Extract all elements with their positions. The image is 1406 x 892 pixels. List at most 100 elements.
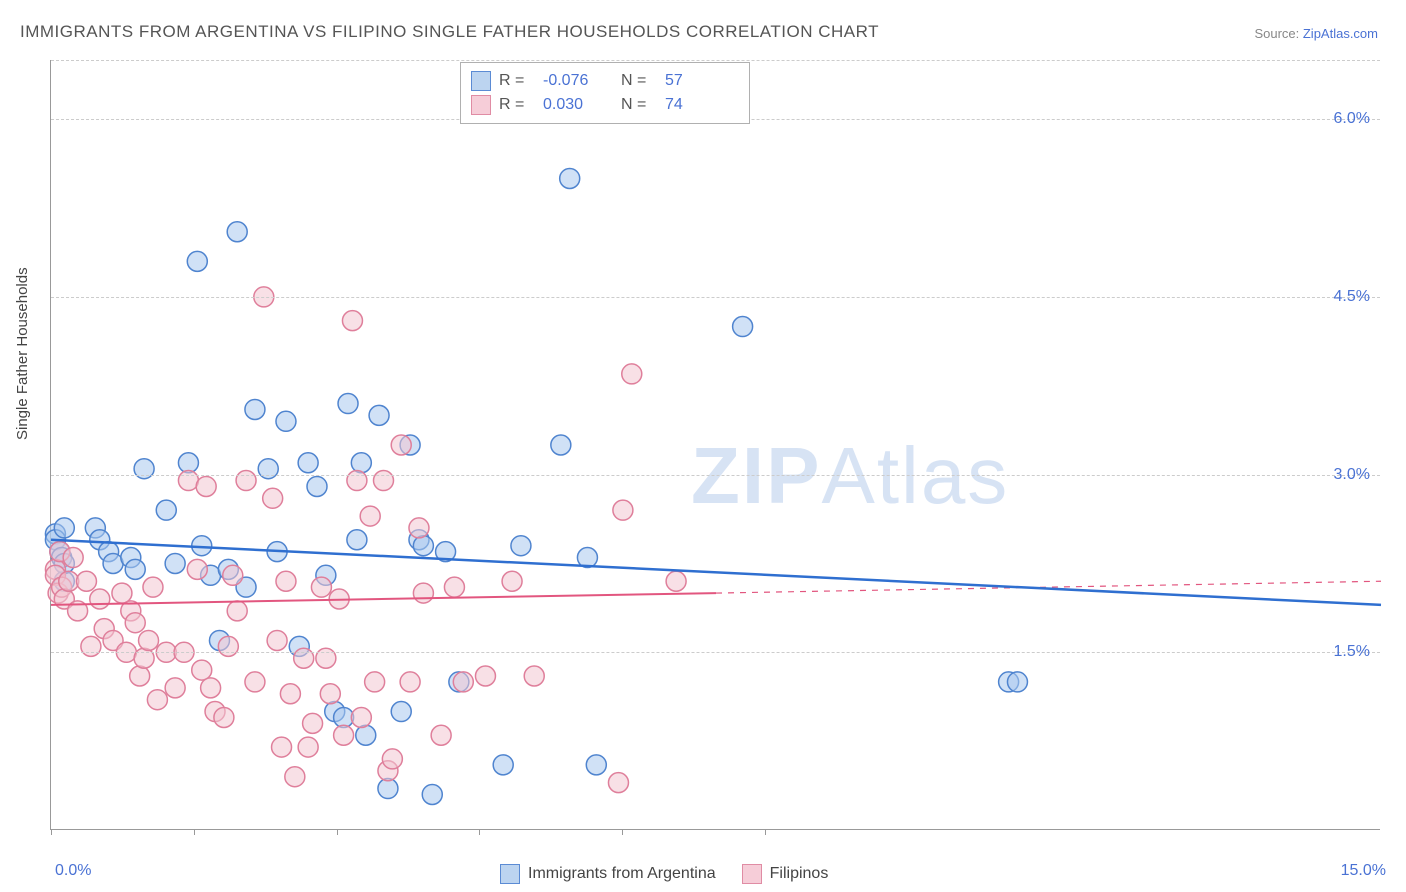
gridline bbox=[51, 60, 1380, 61]
legend-series-item: Immigrants from Argentina bbox=[500, 864, 716, 884]
data-point bbox=[125, 559, 145, 579]
y-tick-label: 6.0% bbox=[1334, 110, 1370, 128]
legend-swatch bbox=[742, 864, 762, 884]
legend-r-label: R = bbox=[499, 96, 535, 114]
data-point bbox=[400, 672, 420, 692]
data-point bbox=[560, 168, 580, 188]
data-point bbox=[316, 648, 336, 668]
legend-series-item: Filipinos bbox=[742, 864, 829, 884]
data-point bbox=[613, 500, 633, 520]
data-point bbox=[608, 773, 628, 793]
data-point bbox=[391, 702, 411, 722]
chart-svg bbox=[51, 60, 1380, 829]
data-point bbox=[422, 784, 442, 804]
gridline bbox=[51, 652, 1380, 653]
data-point bbox=[298, 453, 318, 473]
data-point bbox=[245, 399, 265, 419]
data-point bbox=[347, 471, 367, 491]
data-point bbox=[227, 222, 247, 242]
data-point bbox=[347, 530, 367, 550]
data-point bbox=[369, 405, 389, 425]
legend-r-label: R = bbox=[499, 72, 535, 90]
legend-r-value: 0.030 bbox=[543, 96, 613, 114]
data-point bbox=[276, 411, 296, 431]
x-axis-max-label: 15.0% bbox=[1341, 862, 1386, 880]
data-point bbox=[156, 500, 176, 520]
data-point bbox=[551, 435, 571, 455]
x-axis-min-label: 0.0% bbox=[55, 862, 91, 880]
y-axis-title: Single Father Households bbox=[14, 267, 31, 440]
data-point bbox=[356, 725, 376, 745]
legend-swatch bbox=[471, 95, 491, 115]
y-tick-label: 3.0% bbox=[1334, 466, 1370, 484]
data-point bbox=[276, 571, 296, 591]
data-point bbox=[143, 577, 163, 597]
trend-line bbox=[716, 581, 1381, 593]
data-point bbox=[103, 553, 123, 573]
data-point bbox=[134, 648, 154, 668]
chart-title: IMMIGRANTS FROM ARGENTINA VS FILIPINO SI… bbox=[20, 22, 879, 42]
data-point bbox=[223, 565, 243, 585]
data-point bbox=[431, 725, 451, 745]
data-point bbox=[201, 678, 221, 698]
data-point bbox=[1007, 672, 1027, 692]
legend-series-label: Immigrants from Argentina bbox=[528, 865, 716, 883]
legend-stats: R = -0.076 N = 57 R = 0.030 N = 74 bbox=[460, 62, 750, 124]
data-point bbox=[263, 488, 283, 508]
source-link[interactable]: ZipAtlas.com bbox=[1303, 26, 1378, 41]
legend-stat-row: R = 0.030 N = 74 bbox=[471, 93, 735, 117]
data-point bbox=[63, 548, 83, 568]
data-point bbox=[272, 737, 292, 757]
data-point bbox=[178, 453, 198, 473]
data-point bbox=[285, 767, 305, 787]
data-point bbox=[307, 476, 327, 496]
data-point bbox=[511, 536, 531, 556]
data-point bbox=[391, 435, 411, 455]
data-point bbox=[218, 636, 238, 656]
data-point bbox=[227, 601, 247, 621]
data-point bbox=[338, 394, 358, 414]
data-point bbox=[413, 583, 433, 603]
data-point bbox=[444, 577, 464, 597]
source-prefix: Source: bbox=[1254, 26, 1302, 41]
legend-r-value: -0.076 bbox=[543, 72, 613, 90]
data-point bbox=[54, 518, 74, 538]
plot-area: ZIPAtlas 1.5%3.0%4.5%6.0% bbox=[50, 60, 1380, 830]
data-point bbox=[303, 713, 323, 733]
data-point bbox=[258, 459, 278, 479]
data-point bbox=[165, 678, 185, 698]
legend-n-label: N = bbox=[621, 72, 657, 90]
data-point bbox=[334, 725, 354, 745]
x-tick bbox=[51, 829, 52, 835]
legend-swatch bbox=[471, 71, 491, 91]
x-tick bbox=[337, 829, 338, 835]
data-point bbox=[187, 251, 207, 271]
data-point bbox=[187, 559, 207, 579]
data-point bbox=[733, 317, 753, 337]
data-point bbox=[351, 453, 371, 473]
data-point bbox=[134, 459, 154, 479]
data-point bbox=[413, 536, 433, 556]
x-tick bbox=[765, 829, 766, 835]
data-point bbox=[178, 471, 198, 491]
data-point bbox=[236, 471, 256, 491]
data-point bbox=[298, 737, 318, 757]
data-point bbox=[475, 666, 495, 686]
data-point bbox=[130, 666, 150, 686]
x-tick bbox=[194, 829, 195, 835]
data-point bbox=[320, 684, 340, 704]
data-point bbox=[196, 476, 216, 496]
legend-n-value: 74 bbox=[665, 96, 735, 114]
data-point bbox=[90, 589, 110, 609]
legend-stat-row: R = -0.076 N = 57 bbox=[471, 69, 735, 93]
data-point bbox=[622, 364, 642, 384]
data-point bbox=[125, 613, 145, 633]
data-point bbox=[76, 571, 96, 591]
data-point bbox=[245, 672, 265, 692]
data-point bbox=[524, 666, 544, 686]
source-attribution: Source: ZipAtlas.com bbox=[1254, 26, 1378, 41]
data-point bbox=[382, 749, 402, 769]
data-point bbox=[81, 636, 101, 656]
data-point bbox=[165, 553, 185, 573]
data-point bbox=[192, 660, 212, 680]
